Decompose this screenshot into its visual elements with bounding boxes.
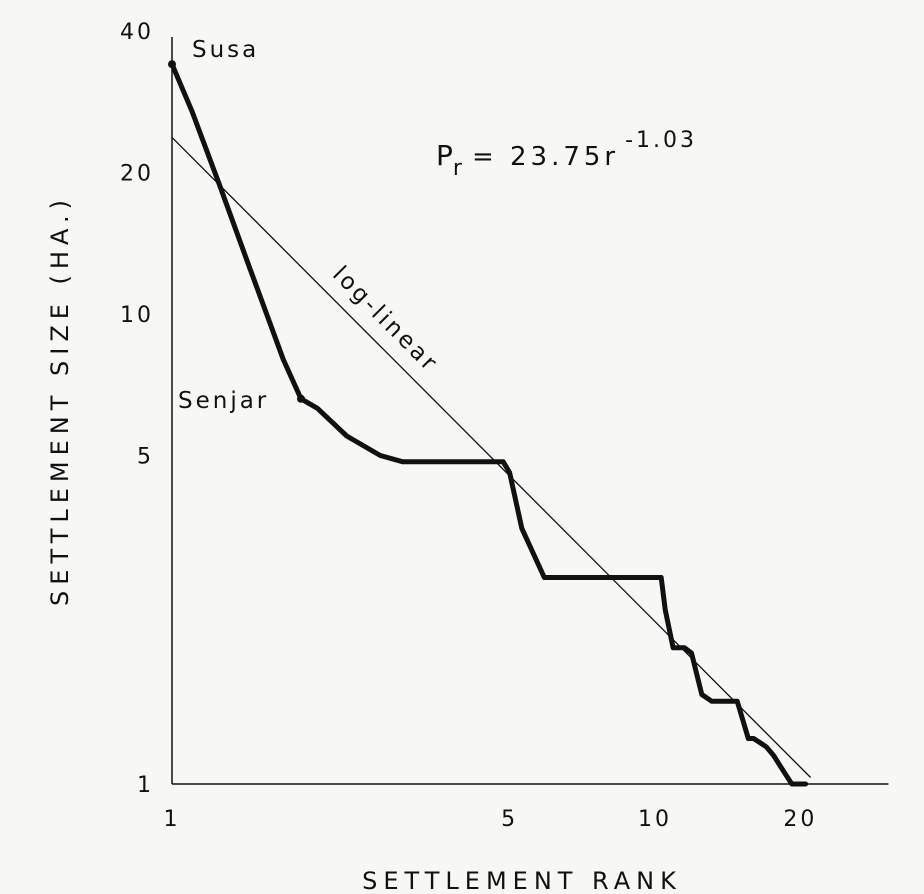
annotation-senjar: Senjar	[178, 388, 269, 414]
y-tick-label-1: 1	[137, 773, 154, 798]
y-tick-label-40: 40	[120, 20, 154, 45]
y-tick-label-5: 5	[137, 444, 154, 469]
x-tick-label-20: 20	[783, 807, 817, 832]
equation-exponent: -1.03	[625, 128, 697, 153]
x-tick-label-1: 1	[164, 807, 181, 832]
axes	[171, 37, 889, 785]
log-linear-fit-line	[171, 136, 812, 778]
data-point	[168, 60, 176, 69]
x-tick-label-5: 5	[501, 807, 518, 832]
equation-body: = 23.75r	[472, 142, 619, 172]
y-tick-labels: 1 5 10 20 40	[120, 20, 154, 798]
data-point	[297, 394, 305, 403]
x-tick-label-10: 10	[638, 807, 672, 832]
equation-label: Pr = 23.75r-1.03	[436, 128, 697, 181]
equation-subscript: r	[453, 156, 463, 181]
annotation-susa: Susa	[192, 37, 259, 63]
y-tick-label-10: 10	[120, 303, 154, 328]
equation-base: P	[436, 139, 453, 172]
annotation-log-linear: log-linear	[327, 261, 443, 377]
settlement-size-series-line	[169, 61, 809, 787]
x-axis-title: SETTLEMENT RANK	[362, 867, 682, 894]
data-points	[168, 60, 806, 785]
y-axis-title: SETTLEMENT SIZE (HA.)	[46, 194, 74, 606]
x-tick-labels: 1 5 10 20	[164, 807, 817, 832]
y-tick-label-20: 20	[120, 162, 154, 187]
